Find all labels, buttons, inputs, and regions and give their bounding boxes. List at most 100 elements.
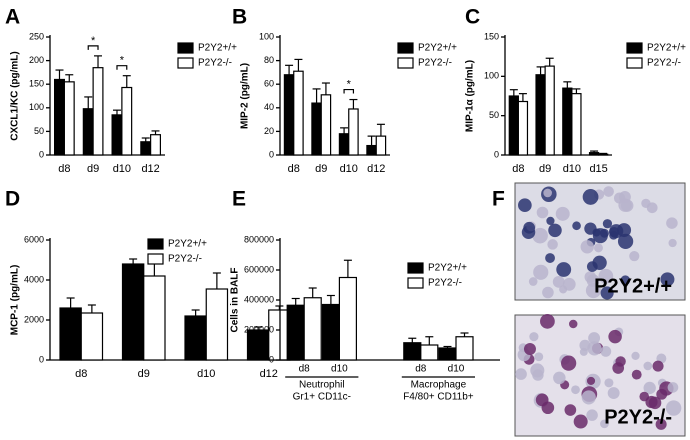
legend-label: P2Y2-/-	[168, 254, 202, 265]
x-tick-label: d9	[87, 163, 99, 175]
cell	[541, 401, 555, 415]
y-tick-label: 600000	[244, 264, 274, 274]
y-tick-label: 800000	[244, 234, 274, 244]
bar	[205, 288, 229, 361]
cell	[600, 346, 612, 357]
bar	[311, 102, 322, 156]
cell	[656, 388, 668, 400]
y-tick-label: 0	[269, 149, 274, 159]
bar	[143, 275, 166, 361]
y-tick-label: 250	[29, 31, 44, 41]
cell	[568, 319, 578, 329]
significance-bracket	[116, 65, 128, 70]
bar	[80, 312, 104, 361]
cell	[584, 222, 597, 235]
y-tick-label: 200000	[244, 324, 274, 334]
cell	[588, 332, 601, 344]
cell	[562, 277, 576, 291]
cell	[536, 206, 549, 219]
cell	[581, 390, 596, 405]
cell	[603, 186, 614, 197]
y-tick-label: 80	[264, 55, 274, 65]
legend-label: P2Y2-/-	[198, 58, 232, 69]
y-tick-label: 60	[264, 79, 274, 89]
y-tick-label: 0	[39, 149, 44, 159]
cell	[609, 230, 618, 240]
bar	[403, 342, 422, 361]
cell	[586, 409, 598, 421]
y-tick-label: 150	[484, 31, 499, 41]
legend-swatch	[397, 42, 414, 54]
y-tick-label: 0	[494, 149, 499, 159]
legend-swatch	[147, 238, 164, 250]
bar	[320, 94, 332, 156]
x-tick-label: d12	[260, 368, 278, 380]
bar	[348, 108, 359, 156]
bar	[53, 78, 65, 156]
legend-label: P2Y2+/+	[428, 263, 467, 274]
bar	[535, 74, 546, 156]
group-label: Macrophage	[411, 380, 467, 391]
legend-label: P2Y2+/+	[647, 43, 686, 54]
cell	[600, 419, 609, 429]
y-axis-label: MCP-1 (pg/mL)	[10, 265, 21, 336]
bar	[562, 87, 573, 156]
cell	[556, 262, 572, 277]
cell	[668, 238, 677, 248]
cell	[533, 264, 549, 280]
cell	[631, 351, 640, 360]
x-tick-label: d10	[113, 163, 131, 175]
bar	[303, 297, 322, 361]
cell	[592, 255, 607, 270]
group-label: Neutrophil	[299, 380, 345, 391]
panel-letter: F	[492, 188, 505, 211]
cell	[579, 347, 588, 356]
bar	[588, 152, 600, 156]
bar	[111, 114, 123, 156]
legend-swatch	[147, 253, 164, 265]
cell	[665, 400, 682, 416]
bar	[517, 100, 529, 156]
x-tick-label: d9	[315, 163, 327, 175]
cell	[529, 332, 539, 342]
bar	[375, 135, 387, 156]
cell	[543, 188, 552, 198]
bar	[438, 347, 457, 361]
x-tick-label: d8	[299, 364, 311, 375]
y-tick-label: 150	[29, 79, 44, 89]
cell	[655, 418, 667, 430]
group-sublabel: Gr1+ CD11c-	[293, 392, 351, 403]
y-tick-label: 100	[484, 71, 499, 81]
panel-letter: C	[465, 6, 480, 29]
cell	[652, 360, 664, 372]
y-tick-label: 40	[264, 102, 274, 112]
panel-letter: E	[232, 188, 246, 211]
y-axis-label: CXCL1/KC (pg/mL)	[10, 51, 21, 140]
cell	[571, 385, 580, 395]
bar	[121, 86, 133, 156]
cell	[553, 371, 566, 385]
bar	[293, 70, 304, 156]
bar	[544, 65, 555, 156]
cell	[660, 272, 675, 287]
significance-label: *	[347, 78, 352, 90]
cell	[552, 275, 565, 288]
x-tick-label: d10	[197, 368, 215, 380]
legend-swatch	[177, 42, 194, 54]
y-tick-label: 50	[34, 126, 44, 136]
cell	[530, 363, 545, 378]
y-tick-label: 100	[29, 102, 44, 112]
x-tick-label: d10	[340, 163, 358, 175]
y-tick-label: 2000	[24, 314, 44, 324]
cell	[523, 343, 536, 355]
x-tick-label: d8	[75, 368, 87, 380]
cell	[629, 251, 640, 262]
y-tick-label: 0	[269, 354, 274, 364]
cell	[600, 286, 614, 300]
bar	[338, 133, 350, 156]
cell	[523, 221, 536, 234]
legend-swatch	[407, 262, 424, 274]
bar	[321, 303, 340, 361]
